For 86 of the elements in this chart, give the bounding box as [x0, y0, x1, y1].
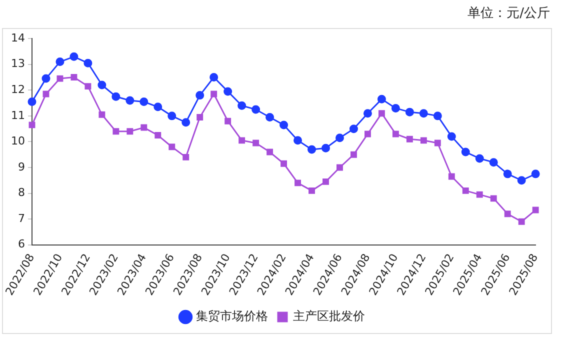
point — [56, 58, 64, 66]
point — [294, 136, 302, 145]
point — [84, 83, 92, 90]
legend-label: 主产区批发价 — [293, 309, 365, 324]
point — [503, 170, 512, 178]
point — [476, 191, 483, 198]
y-tick-label: 11 — [10, 108, 25, 122]
point — [518, 218, 525, 225]
point — [322, 178, 329, 185]
point — [475, 154, 484, 163]
y-tick-label: 9 — [18, 160, 25, 174]
point — [434, 140, 441, 146]
point — [448, 173, 455, 180]
point — [349, 124, 358, 134]
point — [168, 144, 176, 150]
point — [112, 92, 120, 101]
y-tick-label: 6 — [18, 238, 25, 251]
point — [154, 102, 162, 112]
point — [321, 144, 330, 152]
point — [238, 137, 246, 144]
point — [210, 90, 218, 98]
point — [28, 122, 36, 128]
point — [504, 210, 511, 218]
point — [280, 160, 288, 167]
point — [447, 132, 456, 141]
point — [364, 130, 371, 138]
point — [182, 154, 190, 160]
point — [70, 52, 78, 61]
point — [405, 108, 414, 116]
point — [112, 128, 120, 135]
point — [406, 136, 413, 142]
y-tick-label: 13 — [10, 57, 25, 70]
point — [182, 118, 190, 127]
point — [252, 140, 260, 146]
point — [280, 120, 288, 130]
point — [126, 96, 134, 105]
point — [266, 112, 274, 122]
point — [140, 98, 148, 106]
point — [462, 187, 469, 194]
point — [84, 58, 92, 68]
point — [378, 110, 385, 117]
point — [224, 87, 232, 96]
text: 单位：元/公斤 — [468, 5, 550, 22]
point — [98, 111, 106, 118]
point — [377, 94, 386, 104]
point — [238, 101, 246, 110]
point — [196, 91, 204, 100]
point — [532, 206, 539, 214]
point — [531, 170, 540, 178]
point — [461, 148, 470, 156]
point — [42, 90, 50, 98]
point — [363, 109, 372, 118]
point — [196, 114, 204, 120]
y-tick-label: 10 — [10, 134, 25, 148]
point — [336, 164, 343, 171]
point — [70, 74, 78, 80]
point — [489, 158, 498, 167]
point — [392, 130, 399, 138]
y-tick-label: 12 — [10, 83, 25, 96]
point — [126, 128, 134, 135]
point — [294, 180, 301, 186]
point — [490, 195, 497, 202]
point — [308, 145, 316, 154]
point — [335, 134, 344, 142]
y-tick-label: 14 — [10, 31, 25, 44]
point — [168, 112, 176, 120]
point — [154, 132, 162, 138]
point — [308, 187, 315, 194]
point — [517, 176, 526, 185]
legend-label: 集贸市场价格 — [196, 309, 268, 324]
point — [140, 124, 148, 131]
point — [419, 109, 428, 118]
point — [350, 151, 357, 158]
point — [42, 74, 50, 83]
point — [433, 112, 442, 120]
point — [252, 105, 260, 114]
point — [56, 75, 64, 82]
y-tick-label: 7 — [18, 212, 25, 225]
point — [420, 137, 427, 144]
y-tick-label: 8 — [18, 186, 25, 200]
point — [98, 80, 106, 90]
point — [28, 98, 36, 106]
point — [210, 73, 218, 82]
point — [266, 148, 274, 156]
point — [224, 118, 232, 124]
point — [391, 104, 400, 112]
